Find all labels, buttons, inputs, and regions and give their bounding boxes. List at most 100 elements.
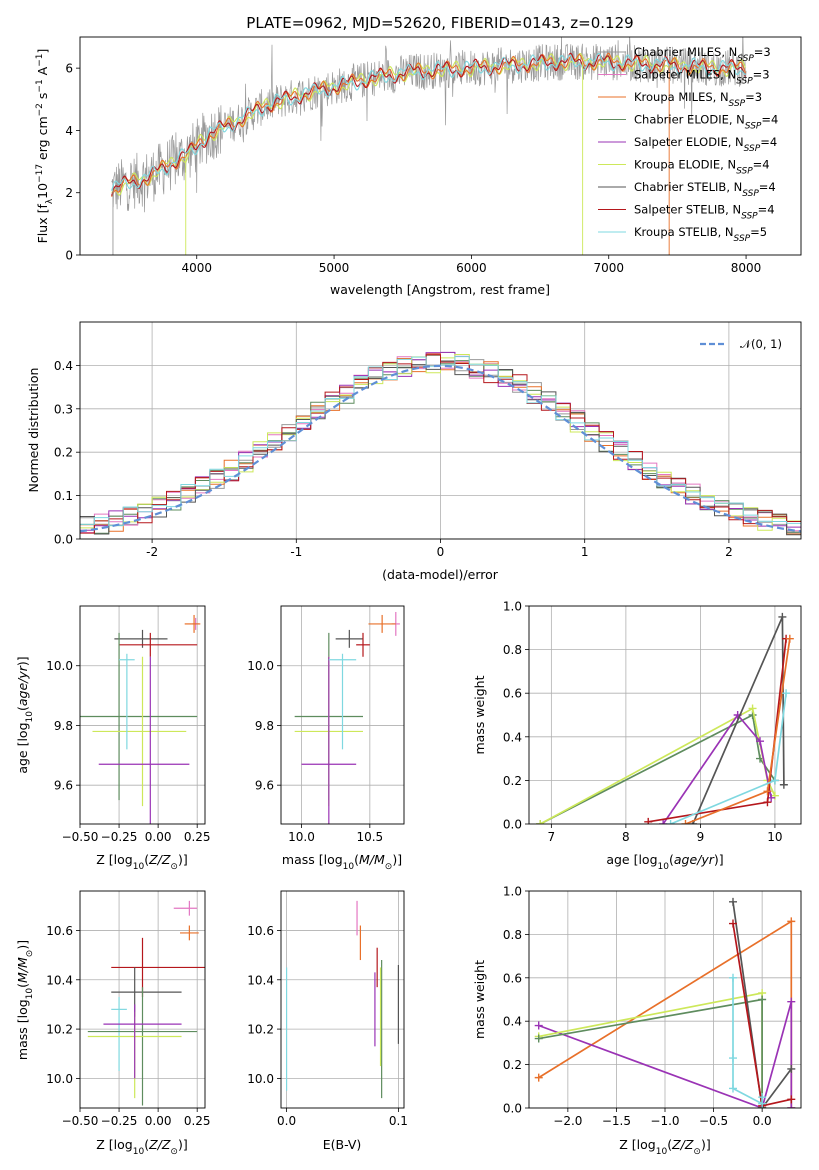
x-tick-label: 8000	[731, 261, 762, 275]
y-tick-label: 0.2	[503, 774, 522, 788]
series-marker	[534, 1073, 543, 1082]
series-marker	[787, 1104, 796, 1108]
axes-frame	[280, 890, 405, 1109]
axes-frame	[79, 321, 802, 540]
y-axis-label: Normed distribution	[26, 368, 41, 493]
y-tick-label: 0.8	[503, 643, 522, 657]
x-tick-label: 0.25	[184, 1114, 211, 1128]
x-tick-label: −0.50	[62, 830, 99, 844]
series-marker	[729, 897, 737, 906]
series-marker	[779, 780, 788, 789]
y-tick-label: 10.2	[247, 1023, 274, 1037]
spectrum-model-line	[111, 52, 747, 197]
series-marker	[666, 820, 675, 824]
series-marker	[659, 820, 668, 824]
plot-area	[281, 606, 404, 824]
panel-mass-weight-vs-Z: −2.0 −1.5 −1.0 −0.5 0.0 0.0 0.2 0.4 0.6 0.8 1.0 Z […	[472, 885, 802, 1157]
y-tick-label: 0.2	[54, 446, 73, 460]
y-tick-label: 0.0	[503, 818, 522, 832]
y-tick-label: 10.6	[247, 924, 274, 938]
series-marker	[644, 817, 653, 824]
panel-spectrum: 4000 5000 6000 7000 8000 0 2 4 6 wavelength [Angs…	[35, 36, 802, 297]
x-axis-label: Z [log10(Z/Z⊙)]	[96, 852, 187, 872]
y-tick-label: 10.0	[46, 1072, 73, 1086]
legend-label: 𝒩(0, 1)	[740, 337, 782, 351]
x-tick-label: 10.0	[288, 830, 315, 844]
series-marker	[748, 704, 757, 713]
series-line	[732, 901, 792, 1108]
x-tick-label: 9	[697, 830, 705, 844]
y-axis-label: mass [log10(M/M⊙)]	[15, 940, 35, 1060]
y-tick-label: 10.0	[247, 1072, 274, 1086]
x-axis-label: Z [log10(Z/Z⊙)]	[619, 1137, 710, 1157]
series-marker	[758, 995, 767, 1004]
x-axis-label: wavelength [Angstrom, rest frame]	[330, 282, 550, 297]
y-tick-label: 0.4	[503, 730, 522, 744]
y-axis-label: Flux [fλ10−17 erg cm−2 s−1 A−1]	[35, 49, 55, 244]
x-tick-label: -1	[290, 545, 302, 559]
legend-label: Chabrier MILES, NSSP=3	[634, 45, 771, 64]
y-axis-label: age [log10(age/yr)]	[15, 656, 35, 773]
axes-frame	[280, 605, 405, 825]
y-tick-label: 0	[65, 249, 73, 263]
axes-frame	[79, 36, 802, 256]
y-tick-label: 0.6	[503, 687, 522, 701]
x-tick-label: 1	[581, 545, 589, 559]
y-tick-label: 0.4	[503, 1015, 522, 1029]
series-marker	[729, 1054, 737, 1063]
x-tick-label: 6000	[456, 261, 487, 275]
x-tick-label: 0	[437, 545, 445, 559]
legend-label: Chabrier STELIB, NSSP=4	[634, 180, 776, 199]
x-tick-label: 0.25	[184, 830, 211, 844]
y-tick-label: 1.0	[503, 885, 522, 899]
legend-label: Kroupa STELIB, NSSP=5	[634, 225, 767, 244]
plot-area	[80, 891, 205, 1108]
series-marker	[534, 1021, 543, 1030]
y-tick-label: 0.0	[503, 1102, 522, 1116]
y-tick-label: 10.0	[46, 659, 73, 673]
series-marker	[787, 997, 796, 1006]
series-marker	[756, 737, 765, 746]
plot-area	[80, 606, 205, 824]
series-marker	[770, 776, 779, 785]
y-tick-label: 10.0	[247, 659, 274, 673]
series-line	[539, 713, 776, 824]
x-tick-label: −1.0	[650, 1114, 679, 1128]
plot-area	[529, 891, 801, 1108]
x-tick-label: −0.25	[101, 1114, 138, 1128]
series-line	[662, 713, 773, 824]
axes-frame	[79, 605, 206, 825]
x-tick-label: 5000	[319, 261, 350, 275]
series-marker	[763, 798, 772, 807]
x-tick-label: 0.0	[277, 1114, 296, 1128]
y-tick-label: 0.4	[54, 359, 73, 373]
spectrum-model-line	[111, 52, 746, 191]
x-tick-label: 8	[622, 830, 630, 844]
y-tick-label: 0.8	[503, 928, 522, 942]
plot-area	[529, 606, 801, 824]
panel-mass-vs-EBV: 0.0 0.1 10.0 10.2 10.4 10.6 E(B-V)	[247, 890, 408, 1152]
panel-mass-weight-vs-age: 7 8 9 10 0.0 0.2 0.4 0.6 0.8 1.0 age [log10(age/yr…	[472, 600, 802, 872]
y-tick-label: 10.4	[247, 973, 274, 987]
axes-frame	[528, 890, 802, 1109]
x-tick-label: 7	[548, 830, 556, 844]
series-marker	[785, 634, 794, 643]
y-axis-label: mass weight	[472, 675, 487, 754]
series-marker	[782, 689, 791, 698]
x-tick-label: −0.50	[62, 1114, 99, 1128]
x-tick-label: 10.5	[356, 830, 383, 844]
y-tick-label: 9.6	[54, 779, 73, 793]
y-tick-label: 6	[65, 62, 73, 76]
histogram-step	[80, 354, 801, 534]
x-axis-label: E(B-V)	[323, 1137, 362, 1152]
plot-area	[80, 322, 801, 539]
x-tick-label: 7000	[593, 261, 624, 275]
series-marker	[534, 1034, 543, 1043]
series-marker	[787, 917, 796, 926]
legend-label: Salpeter MILES, NSSP=3	[634, 68, 770, 87]
x-tick-label: 0.00	[145, 1114, 172, 1128]
x-tick-label: -2	[146, 545, 158, 559]
panel-age-vs-Z: −0.50 −0.25 0.00 0.25 9.6 9.8 10.0 Z [log10(Z/Z…	[15, 605, 211, 872]
series-marker	[787, 1064, 796, 1073]
